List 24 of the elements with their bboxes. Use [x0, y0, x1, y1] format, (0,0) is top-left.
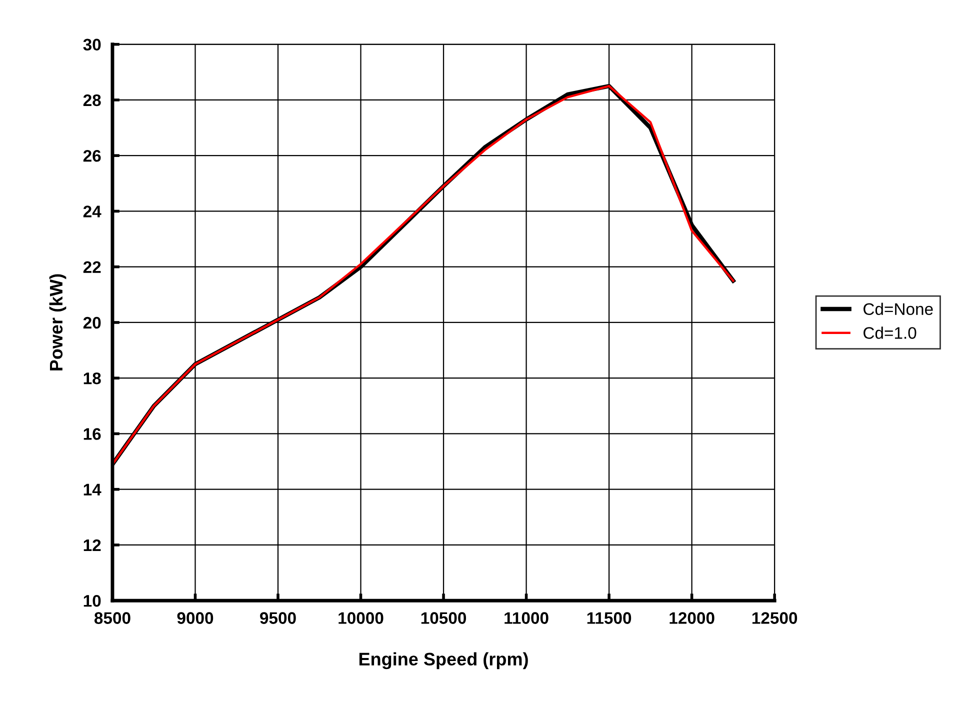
y-tick-label: 18 [84, 372, 101, 384]
x-tick-label: 11000 [504, 612, 548, 624]
y-tick-label: 22 [83, 261, 101, 273]
y-tick-label: 24 [83, 206, 102, 218]
x-tick-label: 12500 [752, 612, 798, 624]
y-tick-label: 28 [83, 94, 101, 106]
y-axis-title: Power (kW) [49, 274, 66, 370]
x-tick-label: 9500 [260, 612, 296, 624]
y-tick-label: 10 [84, 595, 101, 607]
x-tick-label: 10500 [421, 612, 466, 624]
y-tick-label: 14 [84, 484, 102, 496]
y-tick-label: 16 [84, 428, 101, 440]
x-tick-label: 11500 [587, 612, 632, 624]
y-tick-label: 12 [84, 539, 101, 552]
legend-label: Cd=1.0 [864, 326, 916, 339]
y-tick-label: 26 [83, 150, 101, 162]
x-tick-label: 8500 [94, 612, 130, 624]
legend-label: Cd=None [864, 302, 933, 316]
y-tick-label: 30 [83, 38, 101, 51]
x-tick-label: 12000 [670, 612, 714, 624]
x-tick-label: 9000 [177, 612, 214, 624]
y-tick-label: 20 [83, 316, 101, 329]
x-axis-title: Engine Speed (rpm) [359, 652, 528, 670]
x-tick-label: 10000 [338, 612, 384, 624]
